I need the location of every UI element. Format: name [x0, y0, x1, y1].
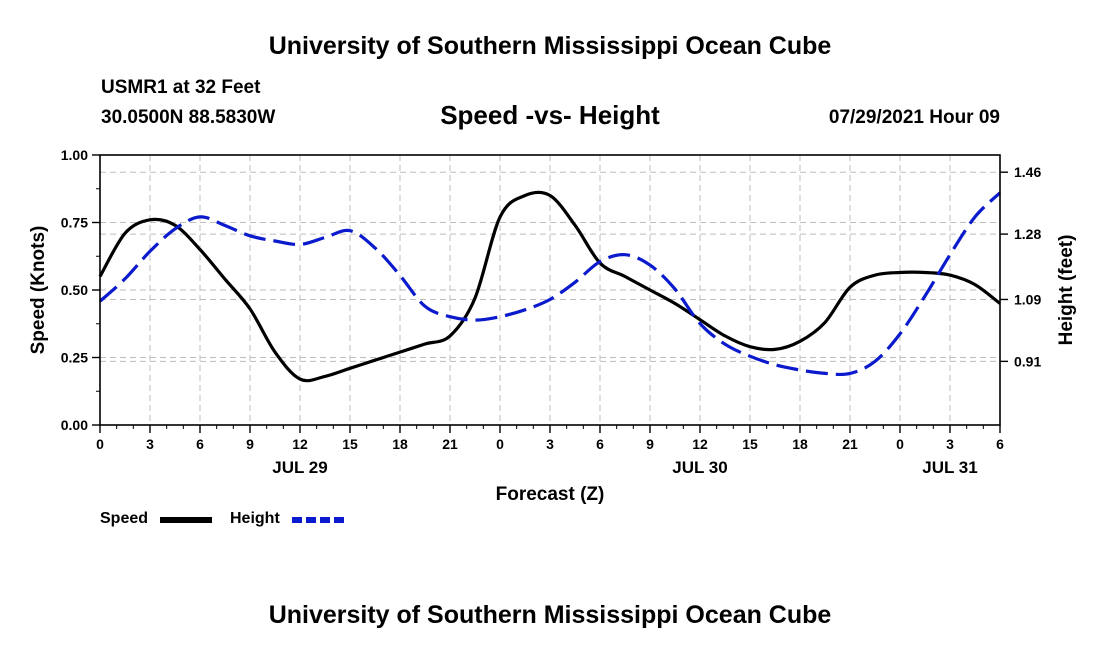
- x-tick-label: 9: [246, 436, 254, 452]
- coordinates-label: 30.0500N 88.5830W: [101, 107, 276, 128]
- series-line-height: [98, 191, 1002, 377]
- y-left-tick-label: 0.00: [61, 417, 88, 433]
- x-tick-label: 0: [96, 436, 104, 452]
- x-tick-label: 6: [596, 436, 604, 452]
- x-tick-label: 21: [842, 436, 858, 452]
- x-tick-label: 0: [896, 436, 904, 452]
- date-label: JUL 29: [272, 458, 327, 477]
- x-tick-label: 12: [692, 436, 708, 452]
- series-line-speed: [98, 190, 1001, 383]
- y-left-tick-label: 0.50: [61, 282, 88, 298]
- y-left-tick-label: 0.75: [61, 215, 88, 231]
- forecast-datetime: 07/29/2021 Hour 09: [828, 107, 1000, 128]
- x-tick-label: 0: [496, 436, 504, 452]
- x-tick-label: 6: [996, 436, 1004, 452]
- y-axis-left-title: Speed (Knots): [28, 226, 49, 355]
- x-tick-label: 21: [442, 436, 458, 452]
- series-lines: [98, 190, 1002, 383]
- y-left-tick-label: 0.25: [61, 350, 88, 366]
- x-tick-label: 15: [742, 436, 758, 452]
- footer-title: University of Southern Mississippi Ocean…: [268, 601, 832, 629]
- x-tick-label: 12: [292, 436, 308, 452]
- y-axis-right-title: Height (feet): [1056, 235, 1077, 346]
- legend-speed-label: Speed: [100, 510, 149, 527]
- x-tick-label: 18: [792, 436, 808, 452]
- y-right-tick-label: 1.46: [1014, 164, 1041, 180]
- legend-height-label: Height: [230, 510, 280, 527]
- x-tick-label: 3: [546, 436, 554, 452]
- x-tick-label: 3: [946, 436, 954, 452]
- date-label: JUL 30: [672, 458, 727, 477]
- x-tick-label: 6: [196, 436, 204, 452]
- date-label: JUL 31: [922, 458, 977, 477]
- y-right-tick-label: 1.28: [1014, 226, 1041, 242]
- x-axis-title: Forecast (Z): [496, 484, 605, 505]
- station-label: USMR1 at 32 Feet: [101, 77, 261, 98]
- page-title: University of Southern Mississippi Ocean…: [268, 32, 832, 60]
- x-tick-label: 3: [146, 436, 154, 452]
- x-tick-label: 18: [392, 436, 408, 452]
- y-right-tick-label: 0.91: [1014, 353, 1041, 369]
- grid-lines: [100, 155, 1000, 425]
- x-tick-label: 15: [342, 436, 358, 452]
- chart-title: Speed -vs- Height: [440, 100, 660, 130]
- axes: 0 3 6 9 12 15 18 21 0 3 6 9 12 15 18 21 0 3 6 JUL 29 JUL 30 J…: [61, 147, 1042, 477]
- x-tick-label: 9: [646, 436, 654, 452]
- y-right-tick-label: 1.09: [1014, 291, 1041, 307]
- y-left-tick-label: 1.00: [61, 147, 88, 163]
